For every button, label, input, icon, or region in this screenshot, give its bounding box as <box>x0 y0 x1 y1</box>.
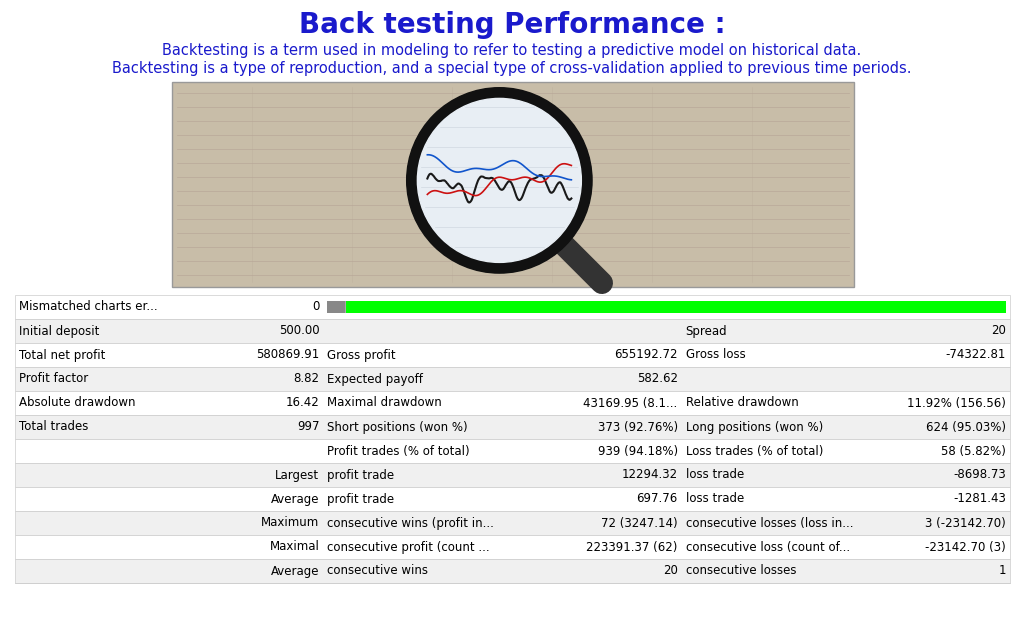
Text: 997: 997 <box>297 421 319 433</box>
Circle shape <box>418 98 582 263</box>
Text: 12294.32: 12294.32 <box>622 469 678 482</box>
Text: 580869.91: 580869.91 <box>256 349 319 361</box>
FancyBboxPatch shape <box>172 82 854 287</box>
FancyBboxPatch shape <box>328 301 1006 313</box>
Text: 1: 1 <box>998 564 1006 578</box>
Text: 8.82: 8.82 <box>294 372 319 385</box>
Text: loss trade: loss trade <box>686 492 743 505</box>
Text: 20: 20 <box>663 564 678 578</box>
Text: 11.92% (156.56): 11.92% (156.56) <box>907 397 1006 410</box>
Text: profit trade: profit trade <box>328 469 394 482</box>
Text: Backtesting is a term used in modeling to refer to testing a predictive model on: Backtesting is a term used in modeling t… <box>163 42 861 58</box>
Text: Initial deposit: Initial deposit <box>19 324 99 338</box>
Text: consecutive losses (loss in...: consecutive losses (loss in... <box>686 517 853 530</box>
Text: consecutive wins: consecutive wins <box>328 564 428 578</box>
Text: Profit trades (% of total): Profit trades (% of total) <box>328 444 470 458</box>
Text: -23142.70 (3): -23142.70 (3) <box>926 541 1006 553</box>
Circle shape <box>408 89 592 272</box>
Text: consecutive loss (count of...: consecutive loss (count of... <box>686 541 850 553</box>
Text: Spread: Spread <box>686 324 727 338</box>
FancyBboxPatch shape <box>15 511 1010 535</box>
FancyBboxPatch shape <box>15 487 1010 511</box>
FancyBboxPatch shape <box>15 415 1010 439</box>
Text: Largest: Largest <box>275 469 319 482</box>
Text: Mismatched charts er...: Mismatched charts er... <box>19 300 158 313</box>
Text: -1281.43: -1281.43 <box>953 492 1006 505</box>
FancyBboxPatch shape <box>15 391 1010 415</box>
FancyBboxPatch shape <box>15 319 1010 343</box>
Text: consecutive wins (profit in...: consecutive wins (profit in... <box>328 517 495 530</box>
Text: Absolute drawdown: Absolute drawdown <box>19 397 135 410</box>
Text: 3 (-23142.70): 3 (-23142.70) <box>926 517 1006 530</box>
Text: Total net profit: Total net profit <box>19 349 105 361</box>
Text: 16.42: 16.42 <box>286 397 319 410</box>
Text: -74322.81: -74322.81 <box>945 349 1006 361</box>
Text: profit trade: profit trade <box>328 492 394 505</box>
Text: -8698.73: -8698.73 <box>953 469 1006 482</box>
Text: Long positions (won %): Long positions (won %) <box>686 421 823 433</box>
Text: 697.76: 697.76 <box>636 492 678 505</box>
Text: Backtesting is a type of reproduction, and a special type of cross-validation ap: Backtesting is a type of reproduction, a… <box>113 60 911 76</box>
Text: Average: Average <box>271 492 319 505</box>
Text: loss trade: loss trade <box>686 469 743 482</box>
Text: 582.62: 582.62 <box>637 372 678 385</box>
Text: 624 (95.03%): 624 (95.03%) <box>926 421 1006 433</box>
Text: 500.00: 500.00 <box>279 324 319 338</box>
FancyBboxPatch shape <box>15 343 1010 367</box>
Text: 20: 20 <box>991 324 1006 338</box>
Text: Maximal: Maximal <box>269 541 319 553</box>
Text: 72 (3247.14): 72 (3247.14) <box>601 517 678 530</box>
Text: Back testing Performance :: Back testing Performance : <box>299 11 725 39</box>
Text: 43169.95 (8.1...: 43169.95 (8.1... <box>584 397 678 410</box>
FancyBboxPatch shape <box>15 463 1010 487</box>
Text: 939 (94.18%): 939 (94.18%) <box>598 444 678 458</box>
Text: Total trades: Total trades <box>19 421 88 433</box>
Text: Average: Average <box>271 564 319 578</box>
FancyBboxPatch shape <box>346 301 1006 313</box>
Text: Expected payoff: Expected payoff <box>328 372 423 385</box>
Text: Loss trades (% of total): Loss trades (% of total) <box>686 444 823 458</box>
FancyBboxPatch shape <box>328 301 345 313</box>
FancyBboxPatch shape <box>15 535 1010 559</box>
FancyBboxPatch shape <box>15 295 1010 319</box>
Text: Maximum: Maximum <box>261 517 319 530</box>
Text: Gross profit: Gross profit <box>328 349 396 361</box>
Text: consecutive losses: consecutive losses <box>686 564 796 578</box>
Text: Profit factor: Profit factor <box>19 372 88 385</box>
Text: 58 (5.82%): 58 (5.82%) <box>941 444 1006 458</box>
FancyBboxPatch shape <box>15 367 1010 391</box>
Text: Relative drawdown: Relative drawdown <box>686 397 799 410</box>
FancyBboxPatch shape <box>15 559 1010 583</box>
FancyBboxPatch shape <box>15 439 1010 463</box>
Text: Maximal drawdown: Maximal drawdown <box>328 397 442 410</box>
Text: Short positions (won %): Short positions (won %) <box>328 421 468 433</box>
Text: consecutive profit (count ...: consecutive profit (count ... <box>328 541 490 553</box>
Text: 223391.37 (62): 223391.37 (62) <box>587 541 678 553</box>
Text: 0: 0 <box>312 300 319 313</box>
Text: 655192.72: 655192.72 <box>614 349 678 361</box>
Text: 373 (92.76%): 373 (92.76%) <box>598 421 678 433</box>
Text: Gross loss: Gross loss <box>686 349 745 361</box>
